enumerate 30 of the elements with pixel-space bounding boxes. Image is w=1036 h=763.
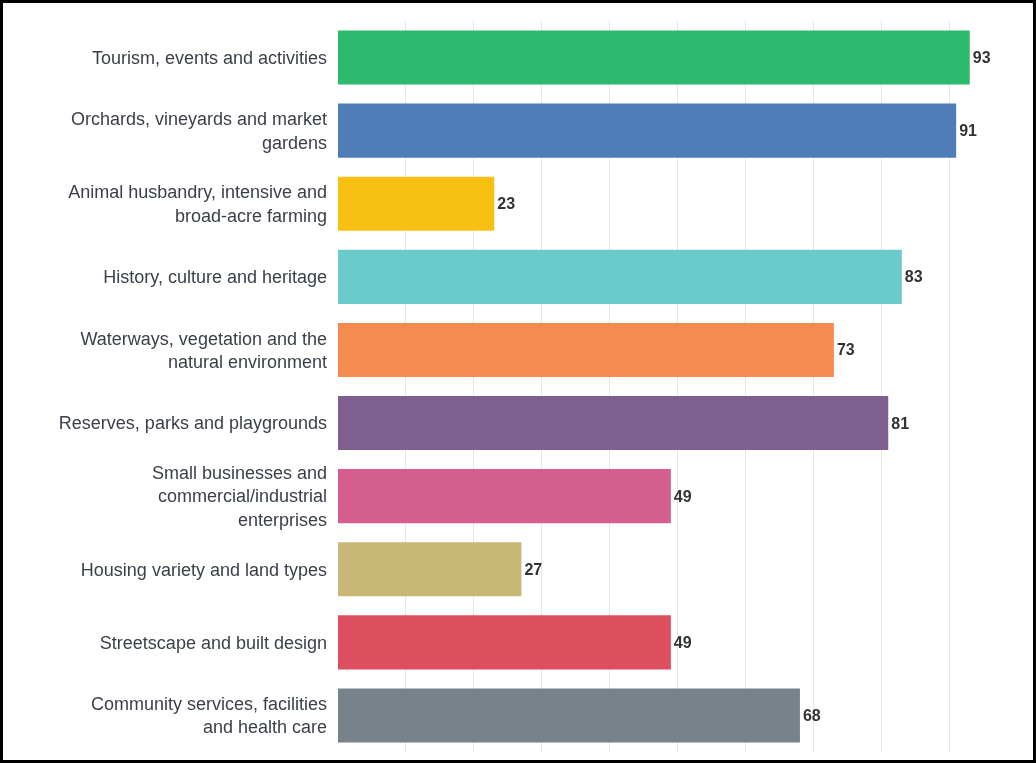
y-tick-label: Community services, facilities and health care <box>90 694 327 738</box>
data-label: 81 <box>891 414 910 432</box>
data-label: 73 <box>836 341 855 359</box>
y-tick-label: Waterways, vegetation and the natural environment <box>80 328 327 372</box>
y-tick-label: Small businesses and commercial/industrial enterprises <box>151 463 327 530</box>
y-tick-label: Streetscape and built design <box>99 632 327 653</box>
bar <box>338 688 800 743</box>
bar <box>338 30 970 85</box>
y-tick-label: Animal husbandry, intensive and broad-acre farming <box>68 182 327 226</box>
bar <box>338 322 834 377</box>
data-label: 93 <box>972 49 991 67</box>
bar <box>338 396 889 451</box>
y-tick-label: Housing variety and land types <box>80 559 327 580</box>
bar <box>338 103 957 158</box>
y-tick-label: History, culture and heritage <box>103 267 327 288</box>
y-tick-label: Orchards, vineyards and market gardens <box>70 109 327 153</box>
bar <box>338 469 671 524</box>
data-label: 23 <box>497 195 516 213</box>
bar <box>338 542 522 597</box>
bar <box>338 249 902 304</box>
data-label: 91 <box>959 122 978 140</box>
y-tick-label: Reserves, parks and playgrounds <box>58 413 327 434</box>
data-label: 68 <box>802 706 821 724</box>
data-label: 27 <box>524 560 543 578</box>
y-tick-label: Tourism, events and activities <box>91 47 327 68</box>
bar <box>338 176 495 231</box>
data-label: 49 <box>673 487 692 505</box>
bar <box>338 615 671 670</box>
data-label: 83 <box>904 268 923 286</box>
data-label: 49 <box>673 633 692 651</box>
